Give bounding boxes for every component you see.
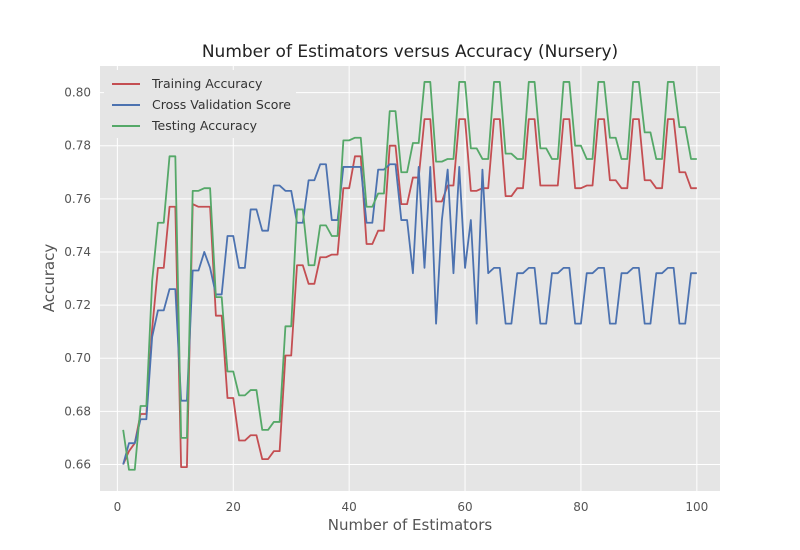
legend: Training Accuracy Cross Validation Score… [104, 70, 296, 138]
y-tick-label: 0.80 [64, 86, 91, 100]
y-tick-label: 0.70 [64, 351, 91, 365]
series-line-training-accuracy [122, 118, 697, 468]
series-line-cross-validation-score [122, 163, 697, 465]
legend-label-testing: Testing Accuracy [151, 118, 258, 133]
y-tick-label: 0.74 [64, 245, 91, 259]
x-tick-label: 40 [342, 500, 357, 514]
legend-label-cross-validation: Cross Validation Score [152, 97, 291, 112]
y-tick-label: 0.78 [64, 139, 91, 153]
y-tick-label: 0.76 [64, 192, 91, 206]
series-line-testing-accuracy [122, 81, 697, 471]
x-tick-label: 60 [457, 500, 472, 514]
x-tick-label: 100 [685, 500, 708, 514]
y-tick-label: 0.72 [64, 298, 91, 312]
x-tick-labels: 0 20 40 60 80 100 [114, 500, 709, 514]
x-tick-label: 80 [573, 500, 588, 514]
chart-title: Number of Estimators versus Accuracy (Nu… [202, 42, 618, 62]
y-tick-labels: 0.66 0.68 0.70 0.72 0.74 0.76 0.78 0.80 [64, 86, 91, 472]
legend-label-training: Training Accuracy [151, 76, 263, 91]
x-tick-label: 20 [226, 500, 241, 514]
y-tick-label: 0.68 [64, 404, 91, 418]
x-tick-label: 0 [114, 500, 122, 514]
series-lines [122, 81, 697, 471]
x-axis-title: Number of Estimators [328, 516, 493, 534]
y-axis-title: Accuracy [40, 244, 58, 313]
y-tick-label: 0.66 [64, 457, 91, 471]
